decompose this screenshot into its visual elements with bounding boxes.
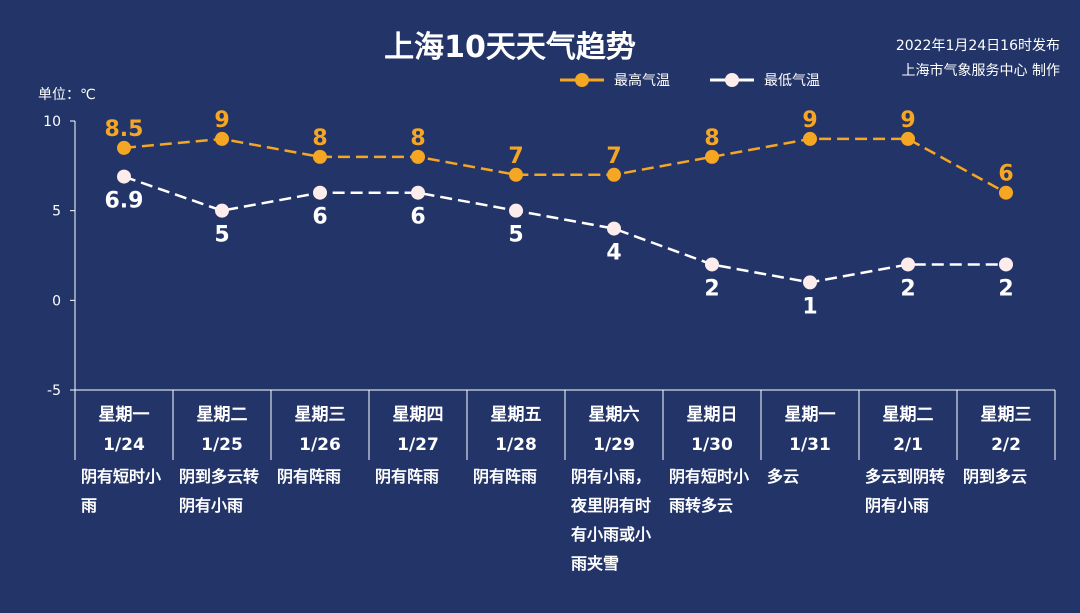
weekday-label: 星期四: [392, 405, 444, 425]
data-point-high: [313, 149, 327, 164]
data-point-high: [705, 149, 719, 164]
weekday-label: 星期日: [686, 405, 738, 425]
data-label-high: 8: [410, 126, 425, 151]
legend-high-label: 最高气温: [614, 73, 670, 89]
legend-low-marker-icon: [710, 73, 754, 87]
day-header: 星期四 1/27: [369, 400, 467, 460]
data-label-low: 5: [508, 223, 523, 248]
data-label-high: 8.5: [105, 117, 144, 142]
data-point-low: [607, 221, 621, 236]
data-label-high: 8: [704, 126, 719, 151]
data-point-low: [117, 169, 131, 184]
date-label: 1/29: [593, 435, 635, 455]
publish-info: 2022年1月24日16时发布 上海市气象服务中心 制作: [896, 34, 1060, 84]
data-point-high: [411, 149, 425, 164]
weekday-label: 星期一: [784, 405, 836, 425]
weather-description: 阴有短时小雨转多云: [669, 467, 750, 515]
day-header: 星期五 1/28: [467, 400, 565, 460]
weekday-label: 星期三: [980, 405, 1032, 425]
y-tick-label: -5: [47, 383, 61, 399]
date-label: 1/27: [397, 435, 439, 455]
y-tick-label: 0: [52, 293, 61, 309]
date-label: 1/25: [201, 435, 243, 455]
weekday-label: 星期三: [294, 405, 346, 425]
data-point-high: [117, 140, 131, 155]
data-point-low: [705, 257, 719, 272]
data-label-low: 2: [900, 276, 915, 301]
weather-description: 阴到多云: [963, 467, 1028, 486]
publish-time: 2022年1月24日16时发布: [895, 38, 1060, 54]
day-header: 星期六 1/29: [565, 400, 663, 460]
series-line-high: [123, 137, 1007, 194]
data-label-low: 2: [704, 276, 719, 301]
data-label-low: 5: [214, 223, 229, 248]
data-point-high: [215, 131, 229, 146]
y-tick-label: 10: [43, 114, 61, 130]
day-header: 星期一 1/31: [761, 400, 859, 460]
weekday-label: 星期五: [490, 405, 542, 425]
data-label-high: 9: [214, 108, 229, 133]
data-label-high: 8: [312, 126, 327, 151]
data-point-high: [999, 185, 1013, 200]
weather-description: 阴有小雨，夜里阴有时有小雨或小雨夹雪: [571, 467, 652, 573]
legend-item-low[interactable]: 最低气温: [710, 70, 820, 90]
date-label: 1/31: [789, 435, 831, 455]
data-label-low: 1: [802, 294, 817, 319]
series-line-low: [123, 175, 1006, 284]
data-point-high: [803, 131, 817, 146]
data-label-high: 7: [508, 144, 523, 169]
day-header: 星期三 1/26: [271, 400, 369, 460]
data-point-high: [509, 167, 523, 182]
day-header: 星期二 2/1: [859, 400, 957, 460]
data-point-low: [313, 185, 327, 200]
day-header: 星期一 1/24: [75, 400, 173, 460]
date-label: 1/26: [299, 435, 341, 455]
data-label-low: 4: [606, 241, 621, 266]
weather-description: 阴到多云转阴有小雨: [179, 467, 260, 515]
weather-description: 多云到阴转阴有小雨: [865, 467, 946, 515]
legend-item-high[interactable]: 最高气温: [560, 70, 670, 90]
data-point-low: [803, 275, 817, 290]
date-label: 1/28: [495, 435, 537, 455]
weather-description: 多云: [767, 467, 800, 486]
data-point-low: [215, 203, 229, 218]
weekday-label: 星期六: [588, 405, 640, 425]
weather-description: 阴有短时小雨: [81, 467, 162, 515]
legend-low-label: 最低气温: [764, 73, 820, 89]
data-point-high: [607, 167, 621, 182]
weather-description: 阴有阵雨: [375, 467, 440, 486]
date-label: 2/1: [893, 435, 923, 455]
weather-description: 阴有阵雨: [473, 467, 538, 486]
data-label-low: 6: [410, 205, 425, 230]
date-label: 1/24: [103, 435, 145, 455]
data-point-low: [901, 257, 915, 272]
data-point-high: [901, 131, 915, 146]
day-header: 星期二 1/25: [173, 400, 271, 460]
data-point-low: [411, 185, 425, 200]
legend-high-marker-icon: [560, 73, 604, 87]
data-label-low: 6.9: [105, 189, 144, 214]
day-header: 星期日 1/30: [663, 400, 761, 460]
data-label-high: 9: [802, 108, 817, 133]
data-label-high: 7: [606, 144, 621, 169]
weekday-label: 星期一: [98, 405, 150, 425]
weekday-label: 星期二: [196, 405, 248, 425]
y-axis-unit: 单位：℃: [38, 87, 96, 103]
data-point-low: [509, 203, 523, 218]
weather-description: 阴有阵雨: [277, 467, 342, 486]
day-header: 星期三 2/2: [957, 400, 1055, 460]
date-label: 1/30: [691, 435, 733, 455]
data-label-low: 2: [998, 276, 1013, 301]
data-point-low: [999, 257, 1013, 272]
chart-title: 上海10天天气趋势: [384, 30, 636, 65]
weekday-label: 星期二: [882, 405, 934, 425]
data-label-low: 6: [312, 205, 327, 230]
publisher: 上海市气象服务中心 制作: [901, 63, 1060, 79]
date-label: 2/2: [991, 435, 1021, 455]
data-label-high: 6: [998, 162, 1013, 187]
data-label-high: 9: [900, 108, 915, 133]
y-tick-label: 5: [52, 204, 61, 220]
